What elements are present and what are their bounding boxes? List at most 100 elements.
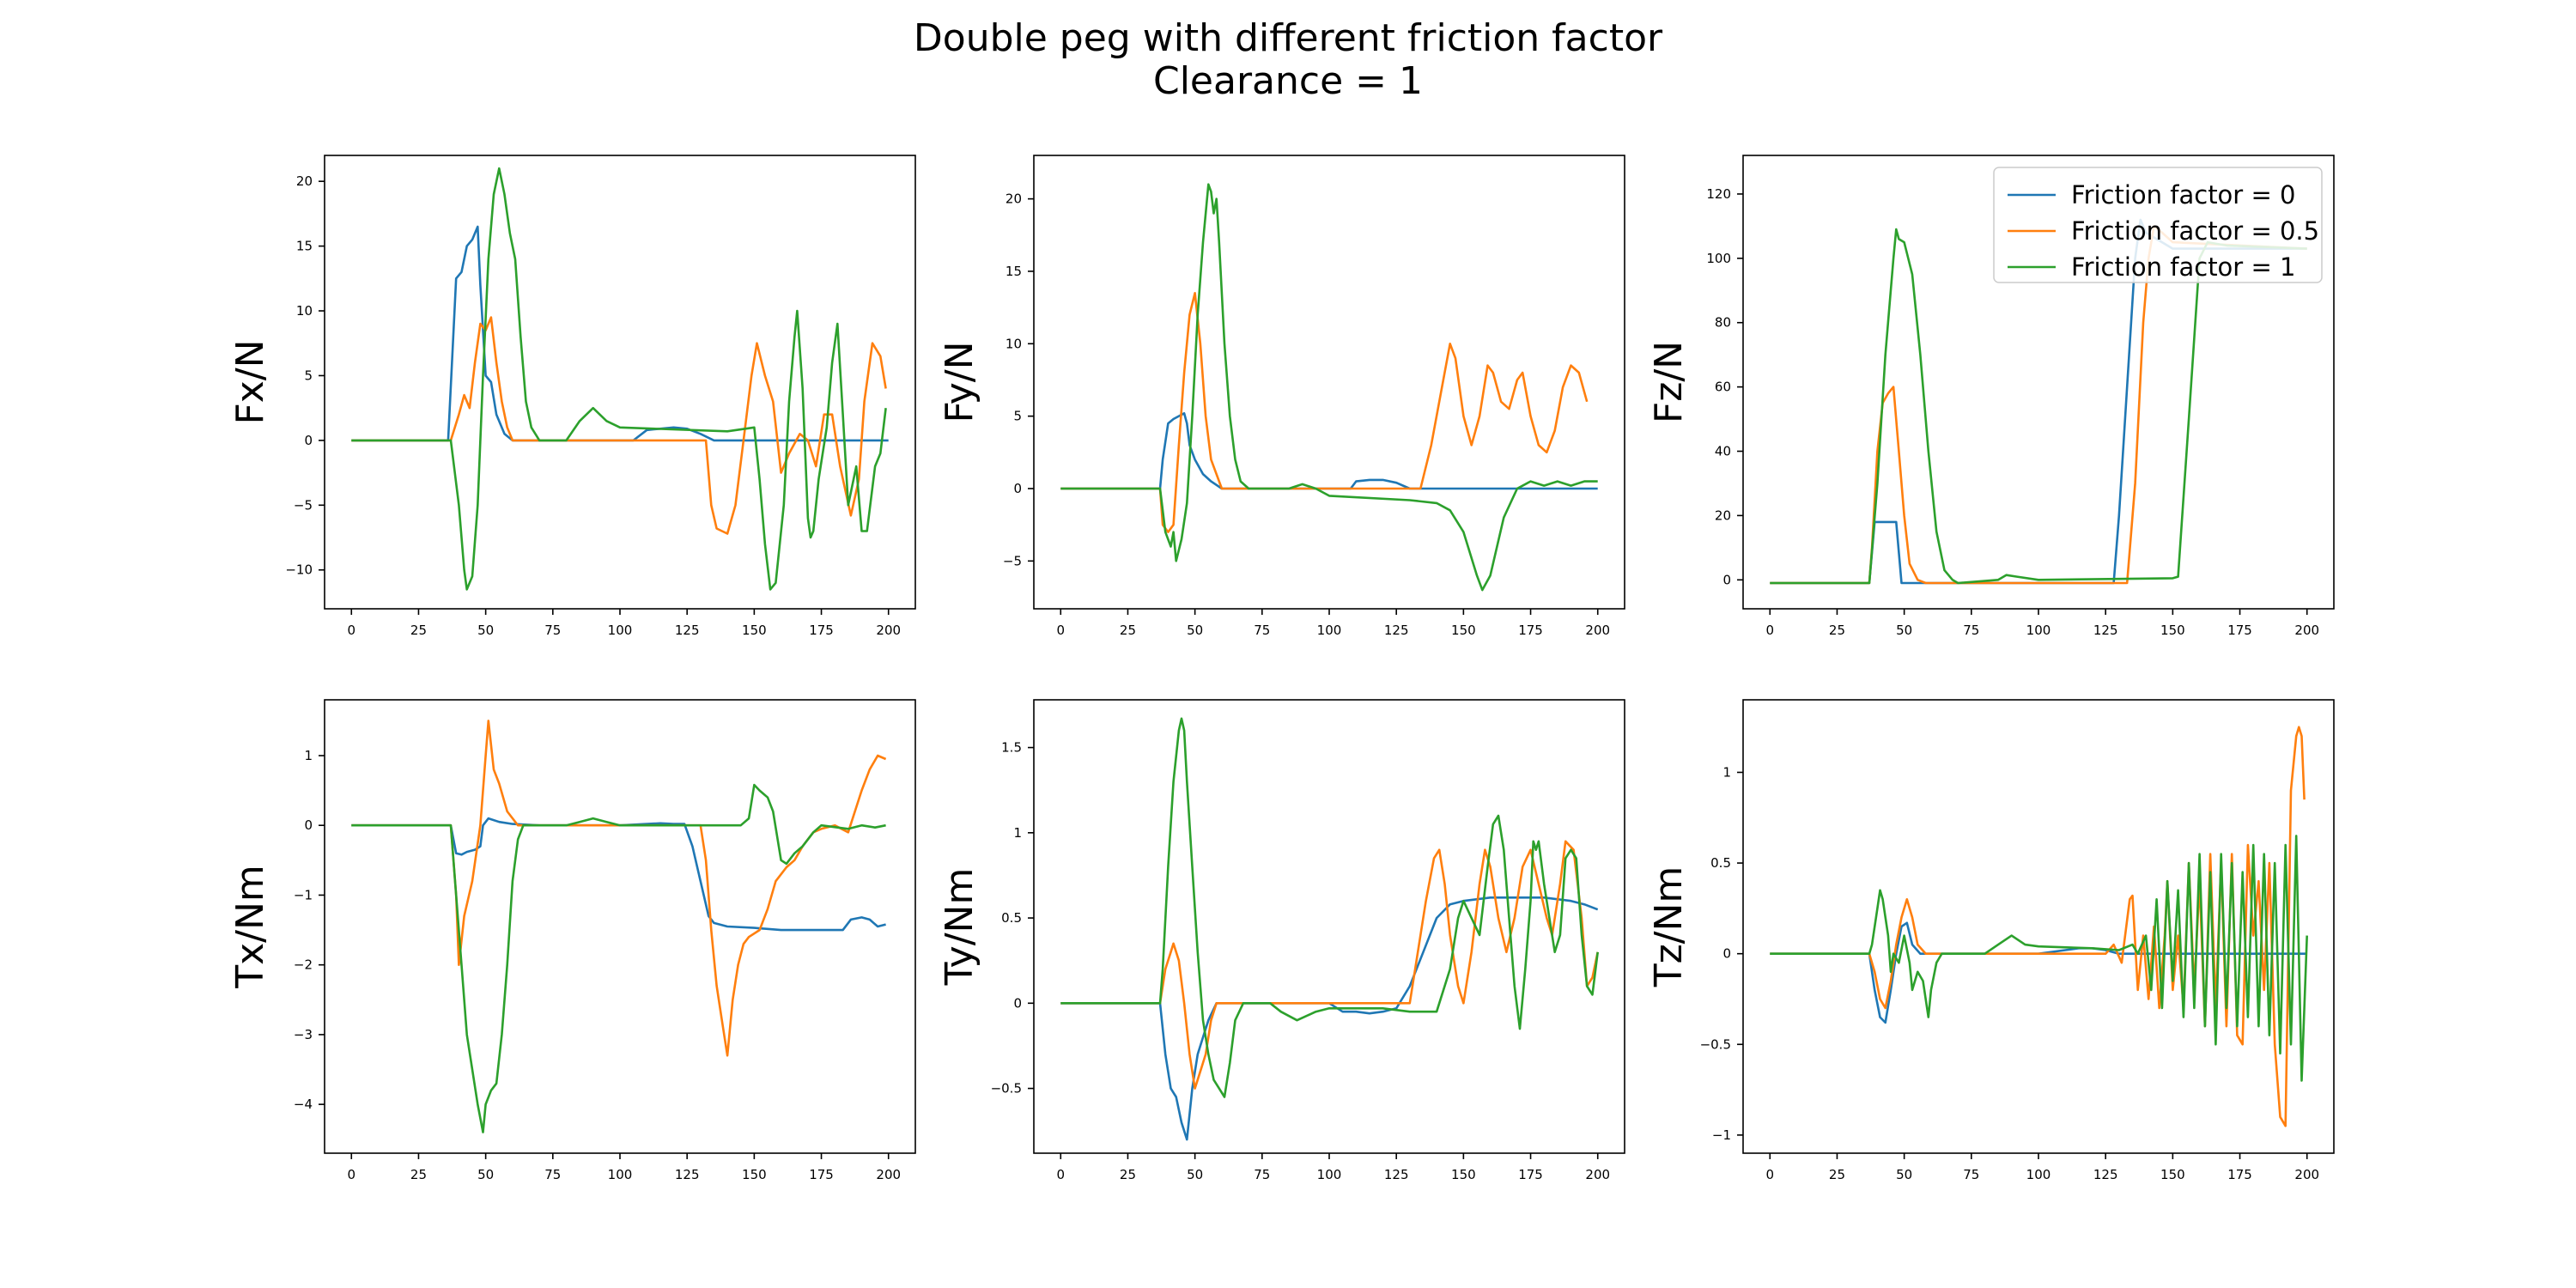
legend-box [1993, 167, 2323, 283]
x-tick-label: 100 [608, 1167, 633, 1182]
x-tick-label: 75 [1963, 623, 1979, 638]
y-tick-label: 15 [296, 239, 313, 254]
x-tick-label: 125 [2093, 623, 2118, 638]
x-tick-label: 25 [1829, 1167, 1845, 1182]
legend-entry: Friction factor = 1 [2071, 252, 2295, 282]
x-tick-label: 200 [2294, 623, 2319, 638]
series-line-1 [351, 316, 887, 535]
series-line-2 [1770, 835, 2308, 1082]
y-axis-label: Fy/N [938, 341, 981, 422]
x-tick-label: 200 [876, 623, 901, 638]
x-tick-label: 75 [544, 1167, 561, 1182]
plot-frame [324, 155, 916, 610]
x-tick-label: 100 [2026, 1167, 2051, 1182]
y-tick-label: −4 [294, 1097, 313, 1112]
y-tick-label: −2 [294, 957, 313, 973]
plot-frame [1033, 155, 1625, 610]
x-tick-label: 0 [1056, 1167, 1065, 1182]
y-tick-label: 1 [304, 748, 313, 763]
series-line-2 [1060, 183, 1598, 592]
x-tick-label: 75 [1963, 1167, 1979, 1182]
x-tick-label: 150 [1451, 623, 1476, 638]
figure-title-line2: Clearance = 1 [1152, 59, 1423, 103]
series-line-2 [1770, 228, 2307, 585]
x-tick-label: 0 [347, 1167, 355, 1182]
y-tick-label: −1 [294, 887, 313, 902]
x-tick-label: 0 [347, 623, 355, 638]
plot-frame [324, 699, 916, 1154]
y-tick-label: 10 [296, 303, 313, 319]
x-tick-label: 150 [742, 1167, 767, 1182]
subplot-tz-nm: 0 25 50 75 100 125 150 175 200 −1 −0.5 0 0.5 1 Tz/Nm [1647, 699, 2335, 1182]
x-tick-label: 200 [1585, 1167, 1610, 1182]
y-tick-label: 0.5 [1710, 855, 1731, 871]
x-tick-label: 50 [1187, 1167, 1203, 1182]
series-line-2 [1060, 717, 1599, 1098]
x-tick-label: 0 [1056, 623, 1065, 638]
x-tick-label: 175 [1518, 1167, 1543, 1182]
x-tick-label: 175 [2227, 1167, 2252, 1182]
y-axis-label: Fx/N [228, 339, 272, 424]
y-tick-label: −3 [294, 1027, 313, 1042]
y-tick-label: 80 [1715, 315, 1731, 331]
y-axis-label: Tx/Nm [228, 865, 272, 989]
y-tick-label: 0 [1722, 572, 1731, 587]
y-axis-label: Tz/Nm [1647, 866, 1691, 988]
series-line-1 [1060, 840, 1599, 1090]
x-tick-label: 25 [410, 1167, 427, 1182]
y-tick-label: 20 [1715, 507, 1731, 523]
y-tick-label: 0 [1013, 481, 1022, 496]
x-tick-label: 200 [1585, 623, 1610, 638]
y-tick-label: 1 [1013, 825, 1022, 841]
y-tick-label: 10 [1005, 336, 1022, 351]
y-axis-label: Ty/Nm [938, 868, 981, 987]
y-tick-label: 5 [1013, 409, 1022, 424]
y-tick-label: −5 [294, 497, 313, 513]
x-tick-label: 175 [809, 623, 834, 638]
y-tick-label: −10 [285, 562, 313, 578]
legend: Friction factor = 0 Friction factor = 0.5… [1993, 167, 2323, 283]
x-tick-label: 0 [1765, 623, 1774, 638]
series-line-0 [1060, 412, 1598, 490]
x-tick-label: 125 [675, 1167, 700, 1182]
x-tick-label: 25 [1829, 623, 1845, 638]
y-tick-label: 5 [304, 368, 313, 383]
x-tick-label: 150 [2160, 1167, 2185, 1182]
series-line-0 [1060, 896, 1599, 1141]
x-tick-label: 25 [1120, 1167, 1136, 1182]
y-tick-label: −0.5 [991, 1081, 1022, 1097]
x-tick-label: 75 [1254, 623, 1270, 638]
y-tick-label: 0 [304, 433, 313, 448]
x-tick-label: 150 [1451, 1167, 1476, 1182]
series-line-0 [351, 817, 886, 932]
y-tick-label: −1 [1712, 1127, 1731, 1143]
x-tick-label: 175 [1518, 623, 1543, 638]
x-tick-label: 175 [809, 1167, 834, 1182]
y-tick-label: 0.5 [1001, 910, 1022, 926]
x-tick-label: 100 [2026, 623, 2051, 638]
y-tick-label: 1.5 [1001, 740, 1022, 756]
x-tick-label: 150 [2160, 623, 2185, 638]
subplot-tx-nm: 0 25 50 75 100 125 150 175 200 −4 −3 −2 −1 0 1 Tx/Nm [228, 699, 916, 1182]
x-tick-label: 150 [742, 623, 767, 638]
series-line-2 [351, 167, 887, 591]
x-tick-label: 75 [1254, 1167, 1270, 1182]
series-line-2 [351, 783, 886, 1133]
y-tick-label: 0 [1722, 946, 1731, 962]
y-tick-label: 1 [1722, 764, 1731, 780]
x-tick-label: 25 [1120, 623, 1136, 638]
y-axis-label: Fz/N [1647, 341, 1691, 423]
y-tick-label: −0.5 [1700, 1036, 1731, 1052]
subplot-fx-n: 0 25 50 75 100 125 150 175 200 −10 −5 0 5 10 15 20 Fx/N [228, 155, 916, 638]
figure-title-line1: Double peg with different friction facto… [913, 16, 1663, 60]
y-tick-label: 100 [1706, 251, 1731, 266]
y-tick-label: 20 [296, 173, 313, 189]
x-tick-label: 25 [410, 623, 427, 638]
x-tick-label: 0 [1765, 1167, 1774, 1182]
legend-entry: Friction factor = 0.5 [2071, 216, 2319, 246]
plot-frame [1033, 699, 1625, 1154]
x-tick-label: 200 [876, 1167, 901, 1182]
x-tick-label: 125 [2093, 1167, 2118, 1182]
subplot-fy-n: 0 25 50 75 100 125 150 175 200 −5 0 5 10 15 20 Fy/N [938, 155, 1625, 638]
y-tick-label: 0 [304, 817, 313, 833]
